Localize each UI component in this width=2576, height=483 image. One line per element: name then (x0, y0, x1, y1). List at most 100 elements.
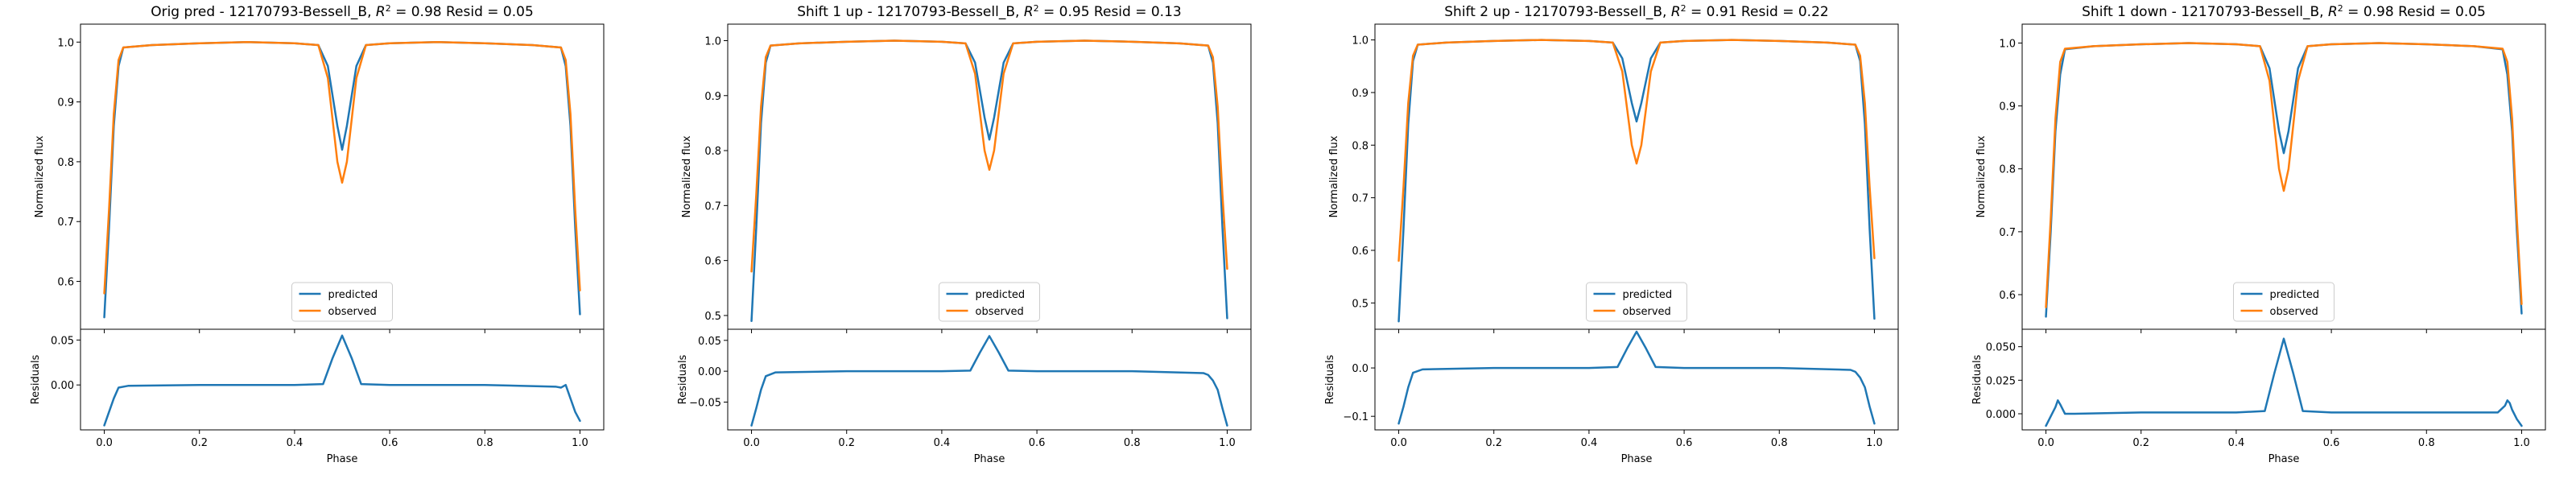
flux-ytick-label: 0.7 (1999, 227, 2016, 239)
chart-title: Shift 2 up - 12170793-Bessell_B, R2 = 0.… (1444, 3, 1828, 21)
title-suffix: Resid = 0.05 (2394, 4, 2486, 20)
flux-ytick-label: 1.0 (1999, 38, 2016, 50)
series-line-observed (2045, 42, 2523, 308)
residual-axes-frame (727, 328, 1252, 431)
xtick-label: 0.0 (743, 437, 760, 449)
residuals-line (103, 334, 581, 427)
chart-panel: Shift 1 down - 12170793-Bessell_B, R2 = … (1971, 3, 2546, 465)
residual-axes-frame (1374, 328, 1899, 431)
legend-label-observed: observed (328, 306, 377, 318)
legend-label-observed: observed (2270, 306, 2318, 318)
xtick-label: 0.0 (1390, 437, 1407, 449)
x-axis-label: Phase (327, 453, 358, 465)
xtick-label: 0.2 (1485, 437, 1502, 449)
chart-panel: Shift 2 up - 12170793-Bessell_B, R2 = 0.… (1324, 3, 1899, 465)
residual-axes-frame (2021, 328, 2546, 431)
flux-ytick-label: 0.6 (704, 256, 721, 268)
flux-y-axis-label: Normalized flux (34, 135, 46, 217)
legend-label-predicted: predicted (1623, 289, 1673, 301)
title-r2-symbol: R (376, 4, 386, 20)
title-r2-value: = 0.98 (2343, 4, 2394, 20)
residual-ytick-label: 0.05 (698, 336, 721, 348)
x-axis-label: Phase (974, 453, 1005, 465)
xtick-label: 0.2 (2132, 437, 2149, 449)
xtick-label: 0.0 (96, 437, 113, 449)
flux-ytick-label: 0.9 (704, 91, 721, 103)
flux-ytick-label: 0.6 (1352, 246, 1368, 258)
flux-ytick-label: 0.9 (1999, 101, 2016, 114)
legend: predicted observed (939, 282, 1040, 322)
title-r2-value: = 0.98 (391, 4, 442, 20)
flux-ytick-label: 0.7 (1352, 193, 1368, 205)
title-r2-value: = 0.91 (1686, 4, 1737, 20)
chart-title: Shift 1 down - 12170793-Bessell_B, R2 = … (2082, 3, 2486, 21)
xtick-label: 1.0 (572, 437, 588, 449)
xtick-label: 0.0 (2037, 437, 2054, 449)
flux-ytick-label: 0.7 (704, 200, 721, 213)
residual-y-axis-label: Residuals (30, 354, 42, 404)
residuals-line (2045, 337, 2523, 427)
xtick-label: 0.6 (1676, 437, 1693, 449)
legend: predicted observed (1586, 282, 1687, 322)
xtick-label: 0.6 (382, 437, 398, 449)
legend: predicted observed (2233, 282, 2334, 322)
residual-ytick-label: −0.05 (689, 397, 721, 409)
residuals-line (750, 335, 1228, 427)
title-prefix: Shift 2 up - 12170793-Bessell_B, (1444, 4, 1671, 20)
xtick-label: 0.8 (2418, 437, 2435, 449)
series-line-observed (103, 41, 581, 295)
xtick-label: 0.6 (2323, 437, 2340, 449)
xtick-label: 0.4 (2228, 437, 2245, 449)
title-prefix: Orig pred - 12170793-Bessell_B, (151, 4, 376, 20)
series-line-observed (750, 39, 1228, 273)
flux-y-axis-label: Normalized flux (1975, 135, 1988, 217)
flux-ytick-label: 0.8 (57, 157, 74, 169)
flux-ytick-label: 0.9 (1352, 88, 1368, 100)
residual-ytick-label: −0.1 (1343, 411, 1368, 423)
title-suffix: Resid = 0.13 (1090, 4, 1182, 20)
flux-ytick-label: 0.5 (1352, 298, 1368, 310)
chart-title: Orig pred - 12170793-Bessell_B, R2 = 0.9… (151, 3, 534, 21)
xtick-label: 0.2 (838, 437, 855, 449)
x-axis-label: Phase (2268, 453, 2300, 465)
title-prefix: Shift 1 up - 12170793-Bessell_B, (797, 4, 1024, 20)
flux-ytick-label: 0.6 (57, 277, 74, 289)
flux-ytick-label: 1.0 (704, 35, 721, 47)
title-r2-symbol: R (1671, 4, 1681, 20)
residual-y-axis-label: Residuals (1324, 354, 1336, 404)
xtick-label: 0.4 (287, 437, 303, 449)
title-r2-value: = 0.95 (1039, 4, 1090, 20)
title-r2-exponent: 2 (2338, 3, 2343, 14)
flux-y-axis-label: Normalized flux (1328, 135, 1340, 217)
title-suffix: Resid = 0.05 (442, 4, 534, 20)
xtick-label: 0.8 (1771, 437, 1788, 449)
legend-label-observed: observed (976, 306, 1024, 318)
residual-ytick-label: 0.0 (1352, 363, 1368, 375)
residual-ytick-label: 0.050 (1986, 342, 2016, 354)
flux-ytick-label: 0.8 (1999, 164, 2016, 176)
xtick-label: 1.0 (2513, 437, 2530, 449)
residual-ytick-label: 0.025 (1986, 375, 2016, 387)
xtick-label: 0.4 (1581, 437, 1598, 449)
title-r2-exponent: 2 (386, 3, 391, 14)
flux-ytick-label: 0.6 (1999, 290, 2016, 302)
flux-ytick-label: 0.7 (57, 217, 74, 229)
residual-ytick-label: 0.00 (698, 366, 721, 378)
chart-panel: Shift 1 up - 12170793-Bessell_B, R2 = 0.… (677, 3, 1252, 465)
title-prefix: Shift 1 down - 12170793-Bessell_B, (2082, 4, 2328, 20)
series-line-observed (1397, 39, 1876, 262)
chart-title: Shift 1 up - 12170793-Bessell_B, R2 = 0.… (797, 3, 1181, 21)
title-r2-exponent: 2 (1034, 3, 1039, 14)
xtick-label: 0.8 (1124, 437, 1141, 449)
legend: predicted observed (291, 282, 393, 322)
xtick-label: 0.8 (477, 437, 493, 449)
legend-label-observed: observed (1623, 306, 1671, 318)
xtick-label: 1.0 (1219, 437, 1236, 449)
flux-ytick-label: 0.9 (57, 97, 74, 109)
residual-ytick-label: 0.000 (1986, 409, 2016, 421)
title-r2-symbol: R (2328, 4, 2338, 20)
residual-ytick-label: 0.00 (51, 380, 74, 392)
xtick-label: 1.0 (1866, 437, 1883, 449)
flux-ytick-label: 1.0 (57, 37, 74, 49)
